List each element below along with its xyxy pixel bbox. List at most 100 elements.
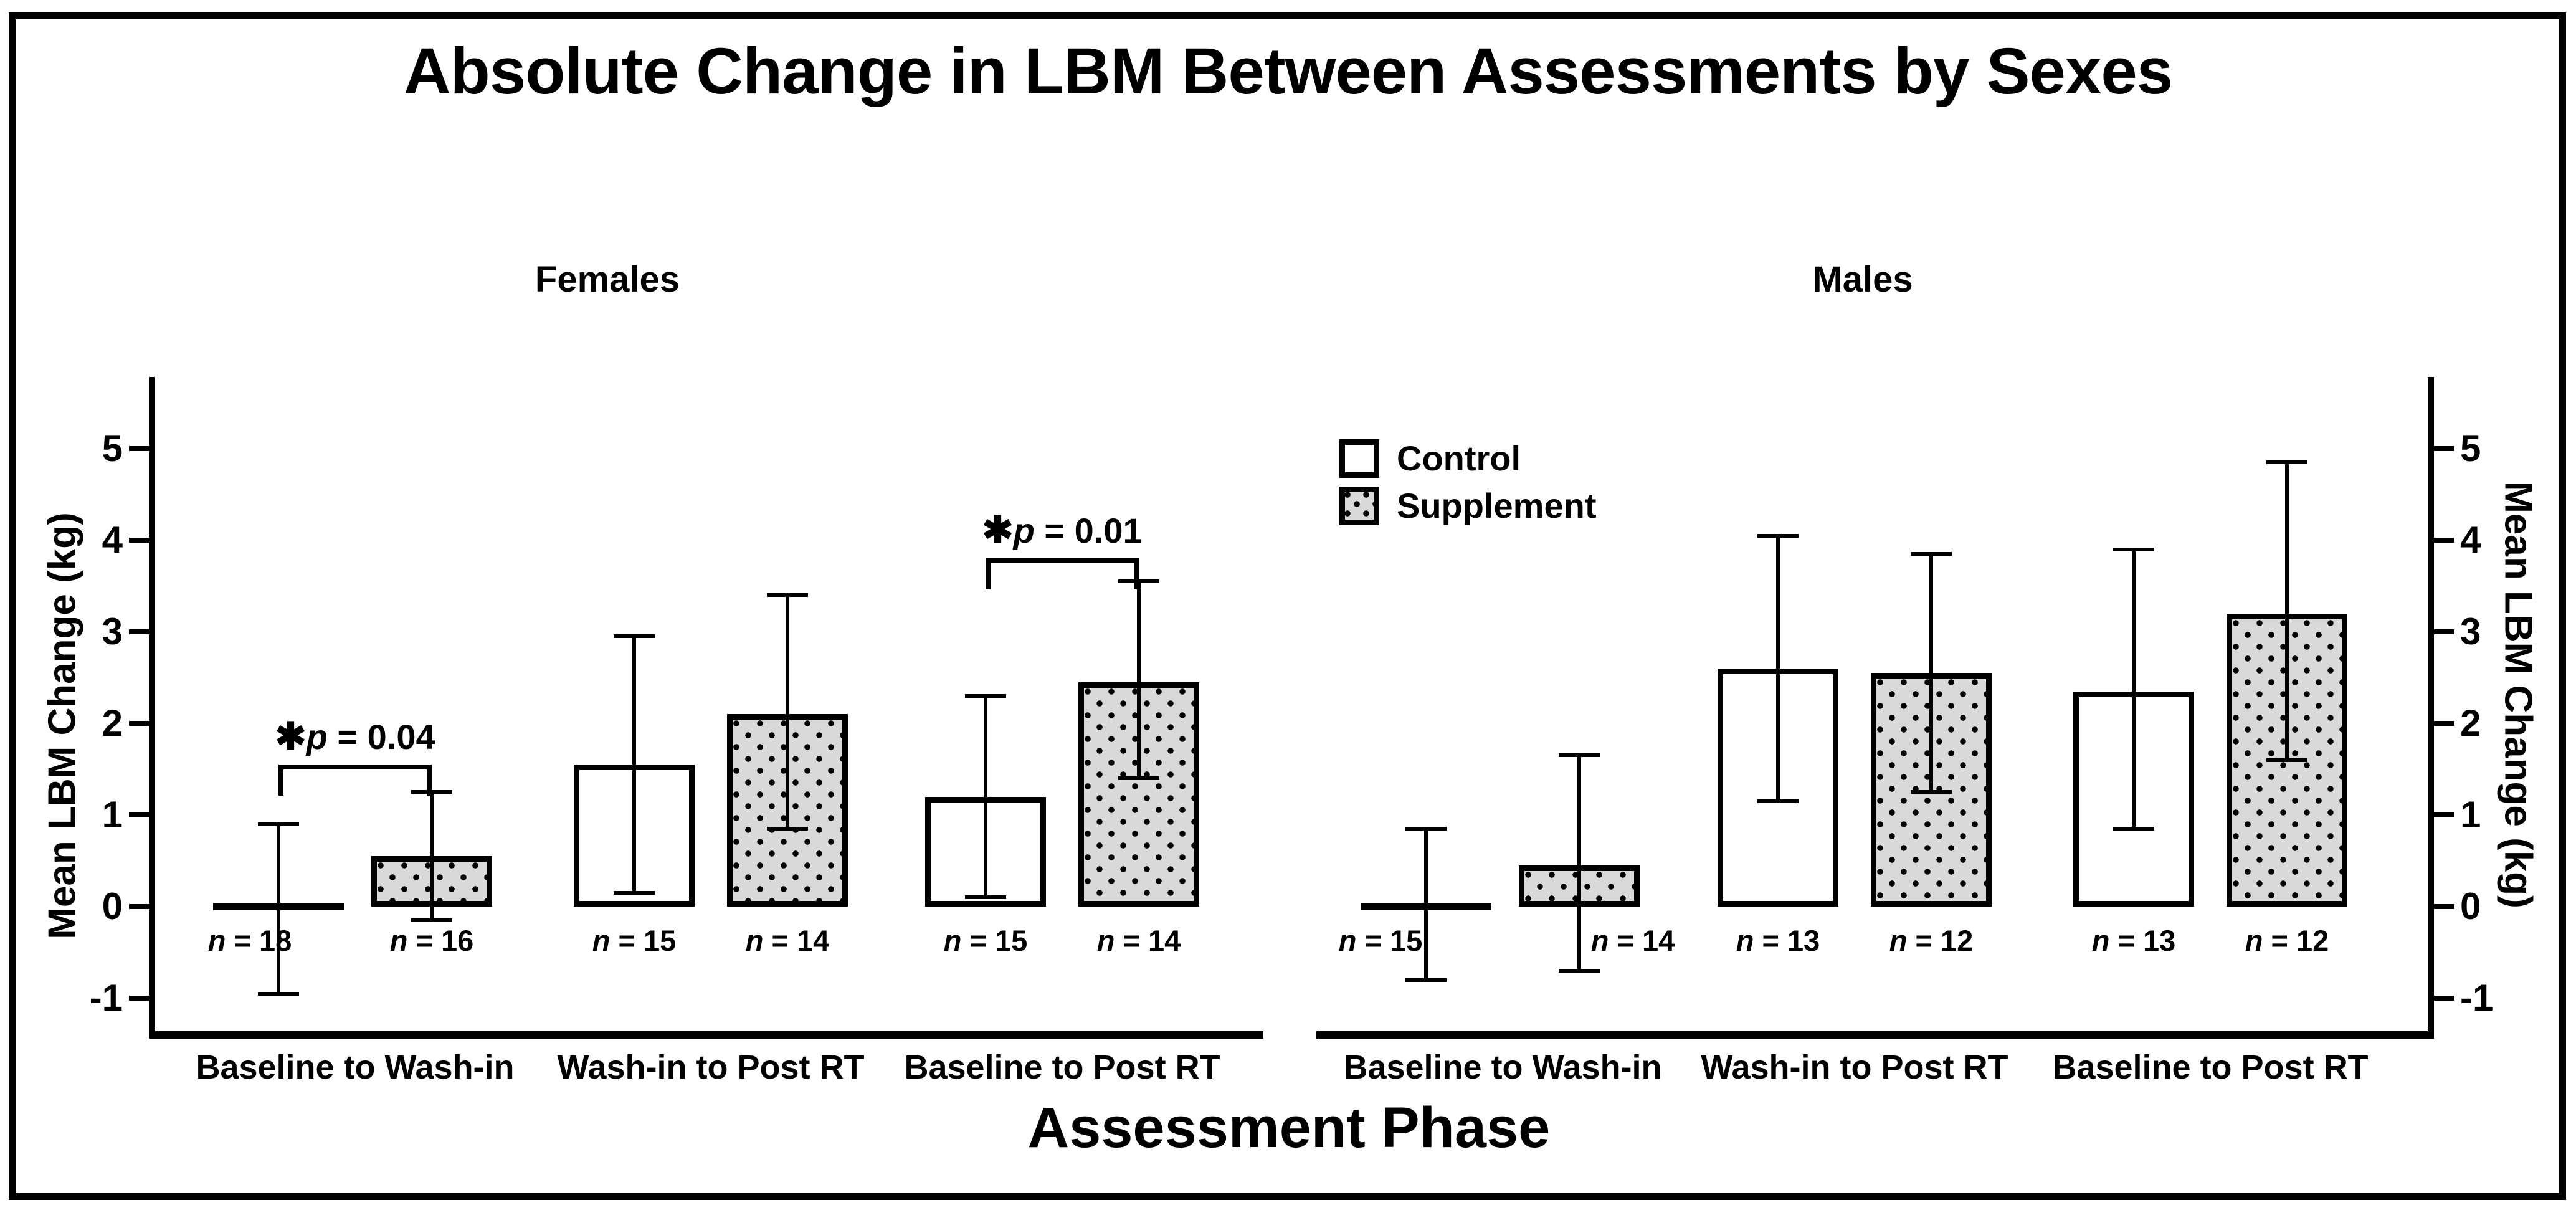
y-tick-left bbox=[129, 629, 149, 634]
n-label-males-control-baseline-to-post-rt: n = 13 bbox=[2091, 924, 2176, 957]
significance-bracket-females-0 bbox=[278, 765, 432, 796]
error-bar-males-supplement-baseline-to-wash-in bbox=[1577, 755, 1581, 971]
y-tick-label-left: -1 bbox=[89, 977, 123, 1019]
y-axis-right bbox=[2428, 377, 2434, 1039]
error-cap-top-females-control-baseline-to-post-rt bbox=[965, 693, 1006, 698]
y-tick-label-left: 4 bbox=[102, 519, 123, 561]
y-tick-label-left: 5 bbox=[102, 427, 123, 469]
x-axis-males bbox=[1316, 1031, 2434, 1039]
error-bar-males-supplement-baseline-to-post-rt bbox=[2285, 462, 2289, 760]
y-tick-right bbox=[2434, 538, 2454, 543]
y-tick-left bbox=[129, 446, 149, 451]
legend: Control Supplement bbox=[1339, 439, 1596, 534]
y-tick-label-right: 0 bbox=[2460, 885, 2481, 927]
y-tick-left bbox=[129, 904, 149, 909]
error-bar-males-control-baseline-to-wash-in bbox=[1424, 829, 1428, 980]
legend-item-supplement: Supplement bbox=[1339, 487, 1596, 525]
error-cap-top-males-supplement-baseline-to-wash-in bbox=[1559, 753, 1600, 758]
n-label-males-supplement-wash-in-to-post-rt: n = 12 bbox=[1889, 924, 1974, 957]
bar-females-supplement-baseline-to-post-rt bbox=[1078, 682, 1199, 907]
x-axis-females bbox=[149, 1031, 1263, 1039]
legend-label-control: Control bbox=[1397, 439, 1521, 478]
legend-label-supplement: Supplement bbox=[1397, 486, 1597, 525]
n-label-females-supplement-wash-in-to-post-rt: n = 14 bbox=[745, 924, 830, 957]
n-label-males-supplement-baseline-to-post-rt: n = 12 bbox=[2245, 924, 2329, 957]
error-cap-bottom-males-control-wash-in-to-post-rt bbox=[1757, 799, 1799, 803]
y-tick-right bbox=[2434, 904, 2454, 909]
error-cap-top-males-control-wash-in-to-post-rt bbox=[1757, 533, 1799, 538]
error-cap-bottom-males-control-baseline-to-wash-in bbox=[1405, 978, 1447, 982]
error-bar-males-control-wash-in-to-post-rt bbox=[1776, 535, 1780, 801]
panel-header-males: Males bbox=[1812, 259, 1913, 300]
panel-header-females: Females bbox=[535, 259, 680, 300]
control-swatch-icon bbox=[1339, 439, 1379, 478]
n-label-females-control-wash-in-to-post-rt: n = 15 bbox=[592, 924, 677, 957]
n-label-females-supplement-baseline-to-post-rt: n = 14 bbox=[1096, 924, 1181, 957]
y-tick-label-right: -1 bbox=[2460, 977, 2494, 1019]
error-cap-top-females-supplement-wash-in-to-post-rt bbox=[767, 593, 808, 598]
n-label-females-supplement-baseline-to-wash-in: n = 16 bbox=[389, 924, 474, 957]
error-cap-bottom-females-control-baseline-to-post-rt bbox=[965, 895, 1006, 900]
chart-title: Absolute Change in LBM Between Assessmen… bbox=[403, 35, 2173, 108]
y-tick-right bbox=[2434, 812, 2454, 817]
legend-item-control: Control bbox=[1339, 439, 1596, 478]
y-axis-left bbox=[149, 377, 155, 1039]
error-cap-bottom-females-supplement-baseline-to-post-rt bbox=[1118, 776, 1159, 781]
error-cap-bottom-females-supplement-wash-in-to-post-rt bbox=[767, 827, 808, 831]
y-tick-right bbox=[2434, 996, 2454, 1001]
x-tick-label-males-baseline-to-post-rt: Baseline to Post RT bbox=[2052, 1049, 2369, 1086]
n-label-males-supplement-baseline-to-wash-in: n = 14 bbox=[1590, 924, 1675, 957]
error-cap-top-males-supplement-wash-in-to-post-rt bbox=[1911, 552, 1952, 556]
significance-label-females-0: ✱p = 0.04 bbox=[275, 715, 435, 758]
error-cap-top-males-supplement-baseline-to-post-rt bbox=[2266, 460, 2307, 465]
error-bar-females-supplement-wash-in-to-post-rt bbox=[786, 595, 789, 829]
error-cap-bottom-males-supplement-wash-in-to-post-rt bbox=[1911, 790, 1952, 794]
x-tick-label-males-baseline-to-wash-in: Baseline to Wash-in bbox=[1343, 1049, 1662, 1086]
y-tick-left bbox=[129, 538, 149, 543]
y-tick-right bbox=[2434, 446, 2454, 451]
error-bar-males-control-baseline-to-post-rt bbox=[2132, 549, 2136, 829]
significance-bracket-females-2 bbox=[986, 558, 1139, 590]
y-tick-label-left: 3 bbox=[102, 611, 123, 652]
error-cap-top-females-control-wash-in-to-post-rt bbox=[614, 634, 655, 639]
x-tick-label-males-wash-in-to-post-rt: Wash-in to Post RT bbox=[1701, 1049, 2008, 1086]
error-cap-top-males-control-baseline-to-post-rt bbox=[2113, 547, 2154, 551]
x-tick-label-females-wash-in-to-post-rt: Wash-in to Post RT bbox=[557, 1049, 865, 1086]
x-axis-label: Assessment Phase bbox=[1027, 1096, 1551, 1160]
y-tick-label-left: 0 bbox=[102, 885, 123, 927]
x-tick-label-females-baseline-to-wash-in: Baseline to Wash-in bbox=[196, 1049, 515, 1086]
significance-label-females-2: ✱p = 0.01 bbox=[982, 509, 1143, 551]
n-label-males-control-baseline-to-wash-in: n = 15 bbox=[1338, 924, 1423, 957]
error-cap-top-females-supplement-baseline-to-post-rt bbox=[1118, 579, 1159, 584]
y-tick-label-right: 2 bbox=[2460, 702, 2481, 744]
y-tick-right bbox=[2434, 721, 2454, 726]
error-cap-top-females-supplement-baseline-to-wash-in bbox=[411, 790, 452, 794]
y-tick-label-right: 4 bbox=[2460, 519, 2481, 561]
y-tick-left bbox=[129, 812, 149, 817]
error-bar-females-supplement-baseline-to-wash-in bbox=[430, 792, 434, 921]
y-tick-label-left: 2 bbox=[102, 702, 123, 744]
y-tick-right bbox=[2434, 629, 2454, 634]
y-tick-label-right: 5 bbox=[2460, 427, 2481, 469]
n-label-males-control-wash-in-to-post-rt: n = 13 bbox=[1736, 924, 1820, 957]
n-label-females-control-baseline-to-wash-in: n = 18 bbox=[207, 924, 292, 957]
error-cap-top-males-control-baseline-to-wash-in bbox=[1405, 827, 1447, 831]
y-tick-left bbox=[129, 721, 149, 726]
y-tick-label-right: 1 bbox=[2460, 794, 2481, 836]
figure-border bbox=[9, 12, 2566, 1200]
error-bar-males-supplement-wash-in-to-post-rt bbox=[1929, 554, 1933, 793]
error-bar-females-supplement-baseline-to-post-rt bbox=[1137, 581, 1141, 779]
y-tick-left bbox=[129, 996, 149, 1001]
error-cap-bottom-males-supplement-baseline-to-post-rt bbox=[2266, 758, 2307, 762]
error-bar-females-control-baseline-to-wash-in bbox=[277, 824, 280, 994]
y-tick-label-left: 1 bbox=[102, 794, 123, 836]
error-bar-females-control-wash-in-to-post-rt bbox=[632, 636, 636, 893]
error-bar-females-control-baseline-to-post-rt bbox=[984, 695, 987, 898]
y-tick-label-right: 3 bbox=[2460, 611, 2481, 652]
supplement-swatch-icon bbox=[1339, 487, 1379, 525]
x-tick-label-females-baseline-to-post-rt: Baseline to Post RT bbox=[904, 1049, 1220, 1086]
error-cap-bottom-females-control-baseline-to-wash-in bbox=[258, 991, 299, 996]
n-label-females-control-baseline-to-post-rt: n = 15 bbox=[943, 924, 1028, 957]
error-cap-bottom-females-control-wash-in-to-post-rt bbox=[614, 890, 655, 895]
